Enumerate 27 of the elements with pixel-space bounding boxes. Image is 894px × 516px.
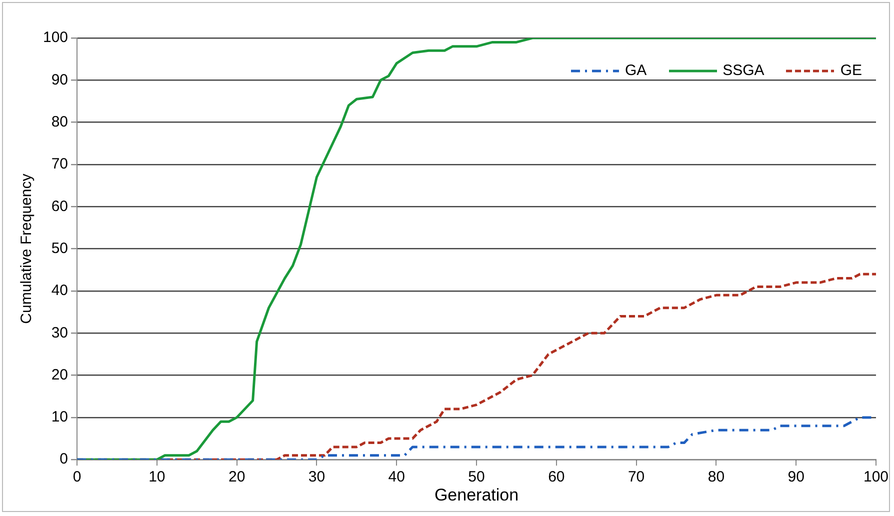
x-tick-label: 80 bbox=[708, 468, 725, 486]
y-tick-label: 100 bbox=[42, 29, 68, 46]
y-tick-label: 70 bbox=[51, 156, 68, 173]
y-tick-label: 40 bbox=[51, 282, 68, 300]
legend-label: SSGA bbox=[722, 62, 764, 79]
x-tick-label: 100 bbox=[863, 468, 889, 486]
y-tick-label: 30 bbox=[51, 324, 68, 342]
x-tick-label: 50 bbox=[468, 468, 485, 486]
x-tick-label: 0 bbox=[72, 468, 82, 486]
x-tick-label: 60 bbox=[548, 468, 565, 486]
x-tick-label: 30 bbox=[308, 468, 326, 486]
x-tick-label: 10 bbox=[148, 468, 166, 486]
y-tick-label: 50 bbox=[51, 240, 68, 257]
y-tick-label: 10 bbox=[51, 408, 68, 426]
x-tick-label: 90 bbox=[788, 468, 804, 486]
legend-label: GA bbox=[624, 62, 647, 79]
x-tick-label: 40 bbox=[388, 468, 405, 486]
y-tick-label: 60 bbox=[51, 198, 68, 215]
y-tick-label: 20 bbox=[51, 366, 68, 384]
x-tick-label: 70 bbox=[628, 468, 645, 486]
legend-label: GE bbox=[840, 62, 862, 79]
x-tick-label: 20 bbox=[228, 468, 246, 486]
y-axis-title: Cumulative Frequency bbox=[18, 173, 36, 324]
y-tick-label: 80 bbox=[51, 113, 68, 130]
x-axis-title: Generation bbox=[434, 485, 519, 504]
y-tick-label: 0 bbox=[60, 450, 68, 468]
y-tick-label: 90 bbox=[51, 71, 68, 88]
